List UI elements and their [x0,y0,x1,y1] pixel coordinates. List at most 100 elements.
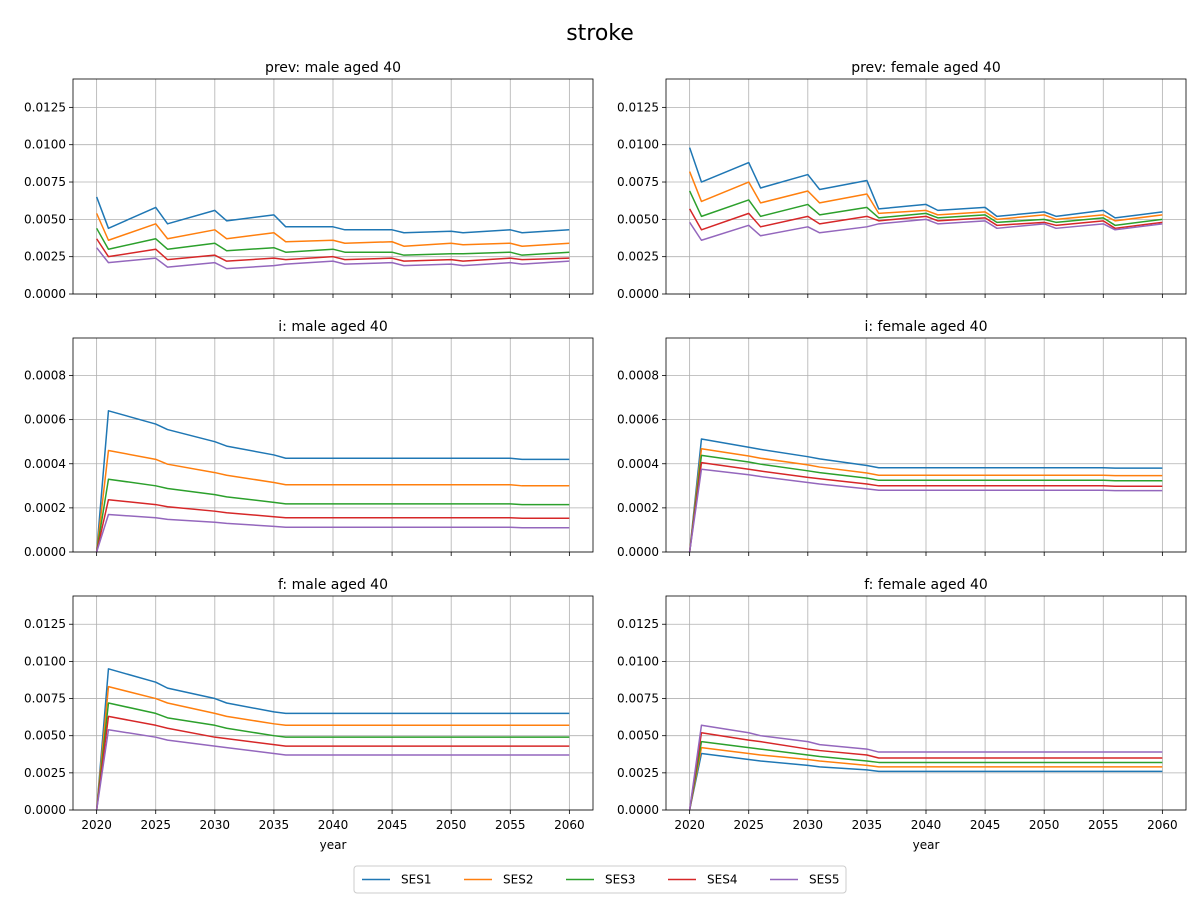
series-line-ses3 [95,702,570,811]
y-tick-label: 0.0000 [24,803,66,817]
series-line-ses3 [688,740,1163,811]
subplot-4: 0.0000 0.0002 0.0004 0.0006 0.0008 i: female … [617,319,1187,559]
subplot-6: 0.0000 0.0025 0.0050 0.0075 0.0100 0.0125 2020… [617,577,1187,852]
x-tick-label: 2055 [495,818,526,832]
subplot-2: 0.0000 0.0025 0.0050 0.0075 0.0100 0.0125 prev… [617,60,1187,301]
x-axis [689,294,1163,298]
legend-label: SES1 [401,873,431,887]
series-line-ses3 [95,227,570,256]
y-tick-label: 0.0000 [617,545,659,559]
x-tick-label: 2020 [674,818,705,832]
y-tick-label: 0.0125 [617,100,659,114]
x-tick-label: 2040 [318,818,349,832]
y-tick-label: 0.0125 [24,100,66,114]
x-axis [96,294,570,298]
x-tick-label: 2030 [793,818,824,832]
legend-item-ses1: SES1 [362,873,431,887]
x-tick-label: 2050 [1029,818,1060,832]
series-line-ses3 [95,478,570,553]
y-tick-label: 0.0100 [617,654,659,668]
y-tick-label: 0.0125 [24,617,66,631]
legend-label: SES4 [707,873,737,887]
grid [666,596,1186,811]
x-axis-label: year [913,838,940,852]
subplot-title: i: female aged 40 [865,319,988,335]
y-tick-label: 0.0050 [617,729,659,743]
series-group [688,724,1163,811]
series-line-ses2 [688,448,1163,553]
series-line-ses2 [688,171,1163,222]
y-tick-label: 0.0100 [24,138,66,152]
y-tick-label: 0.0075 [617,692,659,706]
y-tick-label: 0.0000 [24,287,66,301]
y-tick-label: 0.0000 [617,287,659,301]
legend-box [353,865,847,894]
y-tick-label: 0.0004 [24,457,66,471]
y-tick-label: 0.0050 [24,212,66,226]
subplot-title: i: male aged 40 [278,319,387,335]
series-line-ses1 [95,668,570,811]
x-tick-label: 2045 [970,818,1001,832]
y-tick-label: 0.0025 [24,250,66,264]
series-line-ses5 [96,247,570,270]
series-line-ses4 [688,731,1163,811]
series-line-ses4 [688,208,1163,231]
x-tick-label: 2060 [554,818,585,832]
y-tick-label: 0.0025 [24,766,66,780]
subplot-3: 0.0000 0.0002 0.0004 0.0006 0.0008 i: male ag… [24,319,594,559]
y-tick-label: 0.0004 [617,457,659,471]
series-group [688,438,1163,553]
y-axis: 0.0000 0.0025 0.0050 0.0075 0.0100 0.0125 [617,617,666,817]
y-tick-label: 0.0006 [24,413,66,427]
series-line-ses5 [688,468,1163,553]
y-tick-label: 0.0002 [24,501,66,515]
y-axis: 0.0000 0.0002 0.0004 0.0006 0.0008 [24,369,73,559]
series-line-ses2 [95,685,570,811]
series-line-ses2 [688,746,1163,811]
subplot-title: f: female aged 40 [864,577,988,593]
x-axis: 2020 2025 2030 2035 2040 2045 2050 2055 2060 [674,810,1178,832]
series-line-ses1 [95,410,570,553]
series-line-ses2 [95,449,570,553]
y-tick-label: 0.0002 [617,501,659,515]
series-line-ses1 [688,147,1163,219]
x-tick-label: 2040 [911,818,942,832]
series-line-ses4 [95,715,570,811]
series-line-ses5 [95,513,570,553]
y-tick-label: 0.0100 [24,654,66,668]
x-tick-label: 2025 [733,818,764,832]
legend-label: SES3 [605,873,635,887]
y-tick-label: 0.0025 [617,250,659,264]
x-axis [96,552,570,556]
y-tick-label: 0.0008 [617,369,659,383]
y-tick-label: 0.0075 [24,692,66,706]
legend-label: SES2 [503,873,533,887]
x-axis-label: year [320,838,347,852]
x-tick-label: 2035 [259,818,290,832]
x-axis [689,552,1163,556]
legend: SES1 SES2 SES3 SES4 SES5 [353,865,847,894]
subplot-1: 0.0000 0.0025 0.0050 0.0075 0.0100 0.0125 prev… [24,60,594,301]
x-tick-label: 2035 [852,818,883,832]
y-tick-label: 0.0025 [617,766,659,780]
x-tick-label: 2025 [140,818,171,832]
y-axis: 0.0000 0.0002 0.0004 0.0006 0.0008 [617,369,666,559]
y-axis: 0.0000 0.0025 0.0050 0.0075 0.0100 0.0125 [617,100,666,301]
y-tick-label: 0.0100 [617,138,659,152]
series-line-ses1 [95,196,570,234]
y-tick-label: 0.0000 [617,803,659,817]
series-group [95,410,570,553]
y-tick-label: 0.0075 [617,175,659,189]
series-line-ses2 [95,213,570,247]
y-tick-label: 0.0075 [24,175,66,189]
x-tick-label: 2045 [377,818,408,832]
series-line-ses4 [95,498,570,553]
series-line-ses1 [688,752,1163,811]
series-group [95,196,570,270]
x-tick-label: 2030 [200,818,231,832]
y-axis: 0.0000 0.0025 0.0050 0.0075 0.0100 0.0125 [24,100,73,301]
series-line-ses3 [688,454,1163,553]
